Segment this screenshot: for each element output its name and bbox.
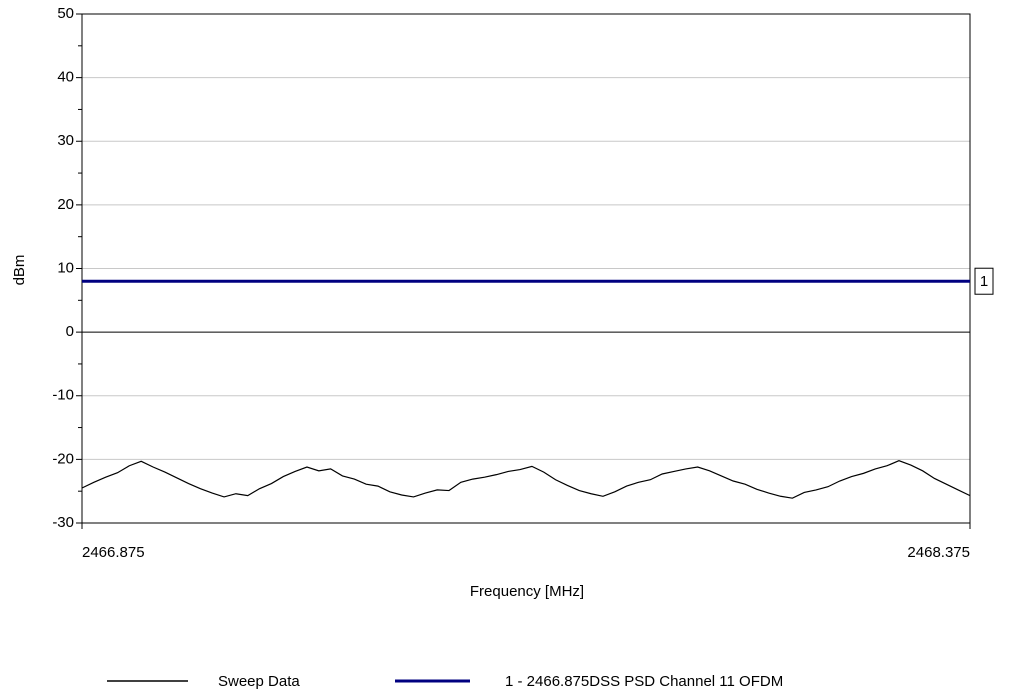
limit-marker-box — [974, 267, 994, 295]
legend-label: 1 - 2466.875DSS PSD Channel 11 OFDM — [505, 673, 783, 690]
y-tick-label: -10 — [52, 387, 74, 404]
y-tick-label: -20 — [52, 450, 74, 467]
y-axis-label: dBm — [11, 255, 28, 286]
y-tick-label: 30 — [57, 132, 74, 149]
x-axis-label: Frequency [MHz] — [470, 583, 584, 600]
y-tick-label: 40 — [57, 69, 74, 86]
x-tick-label: 2466.875 — [82, 544, 145, 561]
limit-marker-label: 1 — [980, 273, 988, 290]
y-tick-label: 20 — [57, 196, 74, 213]
plot-frame — [81, 13, 971, 524]
sweep-line — [81, 460, 971, 499]
y-tick-label: 50 — [57, 5, 74, 22]
legend-label: Sweep Data — [218, 673, 300, 690]
y-tick-label: 10 — [57, 259, 74, 276]
y-tick-label: 0 — [66, 323, 74, 340]
y-tick-label: -30 — [52, 514, 74, 531]
x-tick-label: 2468.375 — [907, 544, 970, 561]
